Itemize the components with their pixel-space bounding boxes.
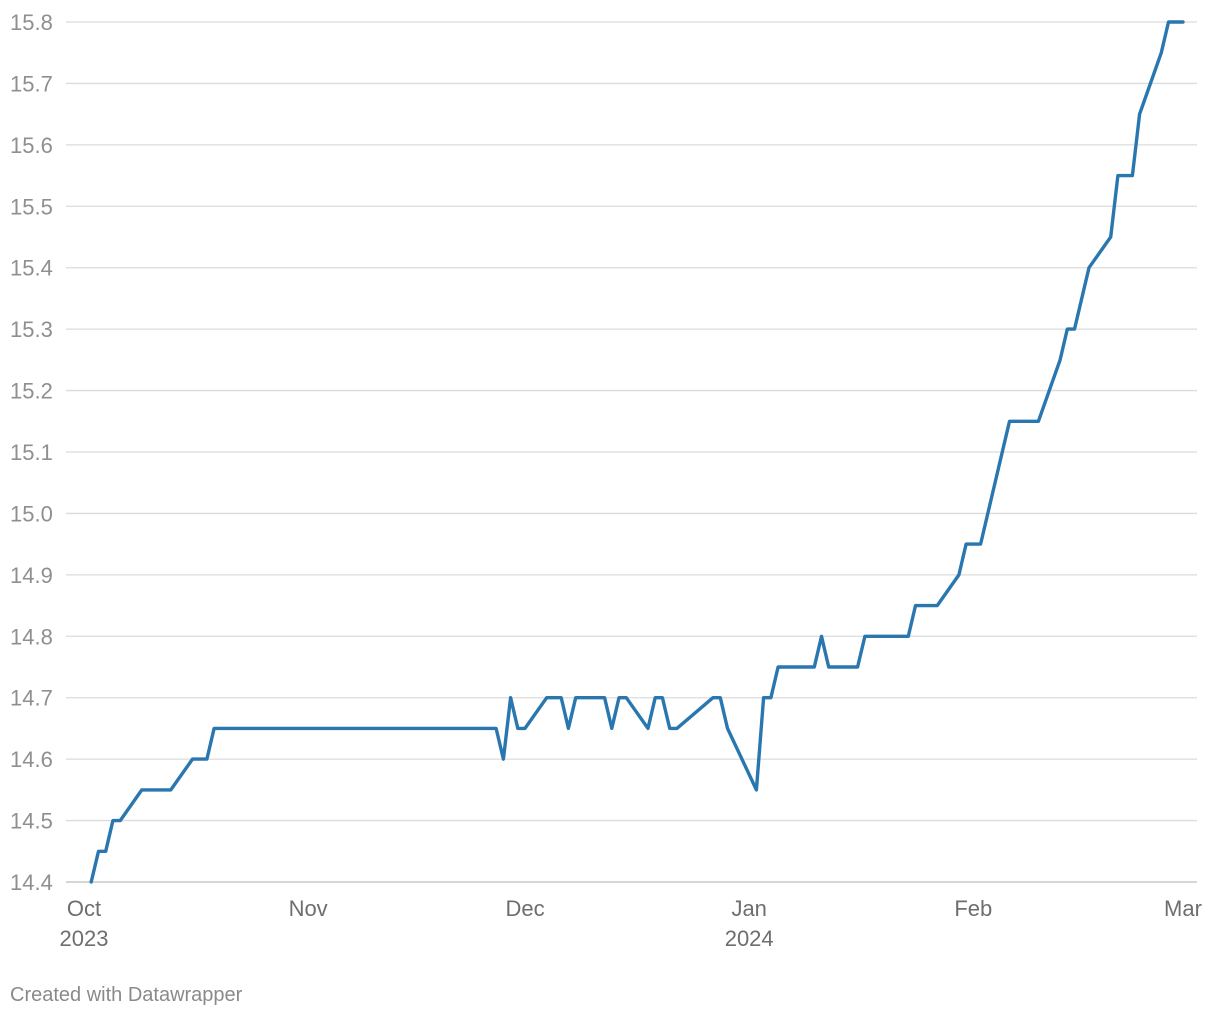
y-tick-label: 14.8 xyxy=(10,624,53,649)
x-tick-label: Mar xyxy=(1164,896,1202,921)
x-tick-year-label: 2023 xyxy=(60,926,109,951)
x-tick-label: Oct xyxy=(67,896,101,921)
gridlines xyxy=(66,21,1197,883)
y-tick-label: 14.7 xyxy=(10,686,53,711)
y-tick-label: 15.3 xyxy=(10,317,53,342)
y-tick-label: 15.4 xyxy=(10,256,53,281)
series-line xyxy=(89,20,1185,884)
y-tick-label: 14.9 xyxy=(10,563,53,588)
y-tick-label: 15.0 xyxy=(10,501,53,526)
y-tick-label: 15.6 xyxy=(10,133,53,158)
x-tick-label: Dec xyxy=(505,896,544,921)
y-tick-label: 15.7 xyxy=(10,71,53,96)
y-tick-label: 15.8 xyxy=(10,10,53,35)
line-chart: 14.4 14.5 14.6 14.7 14.8 14.9 15.0 15.1 15.2 15.3… xyxy=(10,10,1202,951)
x-tick-label: Jan xyxy=(731,896,766,921)
y-tick-label: 15.5 xyxy=(10,194,53,219)
x-tick-year-label: 2024 xyxy=(725,926,774,951)
y-tick-label: 15.2 xyxy=(10,379,53,404)
series xyxy=(89,20,1185,884)
y-tick-label: 15.1 xyxy=(10,440,53,465)
y-axis: 14.4 14.5 14.6 14.7 14.8 14.9 15.0 15.1 15.2 15.3… xyxy=(10,10,53,895)
x-tick-label: Feb xyxy=(954,896,992,921)
y-tick-label: 14.4 xyxy=(10,870,53,895)
y-tick-label: 14.5 xyxy=(10,809,53,834)
y-tick-label: 14.6 xyxy=(10,747,53,772)
x-axis: Oct 2023 Nov Dec Jan 2024 Feb Mar xyxy=(60,896,1202,951)
x-tick-label: Nov xyxy=(289,896,328,921)
credit-footer: Created with Datawrapper xyxy=(10,984,243,1006)
